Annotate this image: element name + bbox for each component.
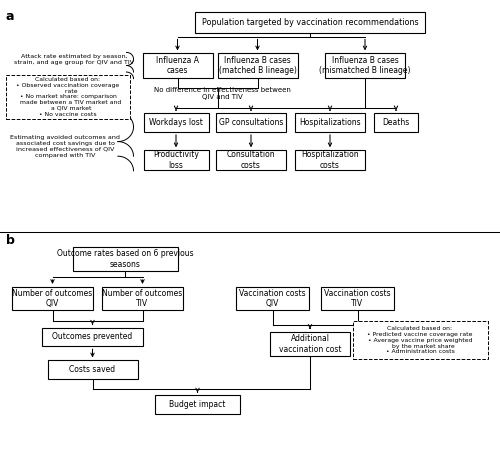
Text: Hospitalization
costs: Hospitalization costs <box>301 150 359 170</box>
Text: Influenza B cases
(matched B lineage): Influenza B cases (matched B lineage) <box>218 56 296 75</box>
FancyBboxPatch shape <box>72 247 178 271</box>
FancyBboxPatch shape <box>6 74 130 119</box>
FancyBboxPatch shape <box>321 287 394 310</box>
Text: Additional
vaccination cost: Additional vaccination cost <box>279 334 341 354</box>
Text: Budget impact: Budget impact <box>170 400 226 410</box>
FancyBboxPatch shape <box>218 53 298 78</box>
Text: Calculated based on:
• Observed vaccination coverage
   rate
• No market share: : Calculated based on: • Observed vaccinat… <box>14 77 122 117</box>
FancyBboxPatch shape <box>270 332 350 356</box>
Text: Number of outcomes
TIV: Number of outcomes TIV <box>102 289 182 308</box>
FancyBboxPatch shape <box>42 328 142 346</box>
FancyBboxPatch shape <box>144 113 208 132</box>
FancyBboxPatch shape <box>236 287 309 310</box>
Text: Outcome rates based on 6 previous
seasons: Outcome rates based on 6 previous season… <box>56 249 194 269</box>
Text: Outcomes prevented: Outcomes prevented <box>52 332 132 342</box>
FancyBboxPatch shape <box>12 287 92 310</box>
FancyBboxPatch shape <box>216 113 286 132</box>
Text: Deaths: Deaths <box>382 118 409 127</box>
Text: Influenza B cases
(mismatched B lineage): Influenza B cases (mismatched B lineage) <box>320 56 411 75</box>
FancyBboxPatch shape <box>295 113 365 132</box>
Text: No difference in effectiveness between
QIV and TIV: No difference in effectiveness between Q… <box>154 87 291 100</box>
Text: Hospitalizations: Hospitalizations <box>299 118 361 127</box>
FancyBboxPatch shape <box>325 53 405 78</box>
FancyBboxPatch shape <box>142 53 212 78</box>
Text: Attack rate estimated by season,
strain, and age group for QIV and TIV: Attack rate estimated by season, strain,… <box>14 54 134 65</box>
FancyBboxPatch shape <box>102 287 182 310</box>
Text: Number of outcomes
QIV: Number of outcomes QIV <box>12 289 92 308</box>
Text: Productivity
loss: Productivity loss <box>153 150 199 170</box>
Text: b: b <box>6 234 15 247</box>
FancyBboxPatch shape <box>195 12 425 33</box>
Text: Costs saved: Costs saved <box>70 365 116 374</box>
Text: Consultation
costs: Consultation costs <box>226 150 276 170</box>
FancyBboxPatch shape <box>374 113 418 132</box>
Text: Vaccination costs
QIV: Vaccination costs QIV <box>239 289 306 308</box>
FancyBboxPatch shape <box>216 150 286 170</box>
Text: Calculated based on:
• Predicted vaccine coverage rate
• Average vaccine price w: Calculated based on: • Predicted vaccine… <box>367 326 473 354</box>
Text: Vaccination costs
TIV: Vaccination costs TIV <box>324 289 391 308</box>
Text: Influenza A
cases: Influenza A cases <box>156 56 199 75</box>
FancyBboxPatch shape <box>352 321 488 359</box>
Text: Workdays lost: Workdays lost <box>149 118 203 127</box>
FancyBboxPatch shape <box>144 150 208 170</box>
FancyBboxPatch shape <box>48 360 138 379</box>
FancyBboxPatch shape <box>155 395 240 414</box>
FancyBboxPatch shape <box>295 150 365 170</box>
Text: GP consultations: GP consultations <box>219 118 283 127</box>
Text: a: a <box>6 10 14 23</box>
Text: Population targeted by vaccination recommendations: Population targeted by vaccination recom… <box>202 18 418 27</box>
Text: Estimating avoided outcomes and
associated cost savings due to
increased effecti: Estimating avoided outcomes and associat… <box>10 135 120 158</box>
